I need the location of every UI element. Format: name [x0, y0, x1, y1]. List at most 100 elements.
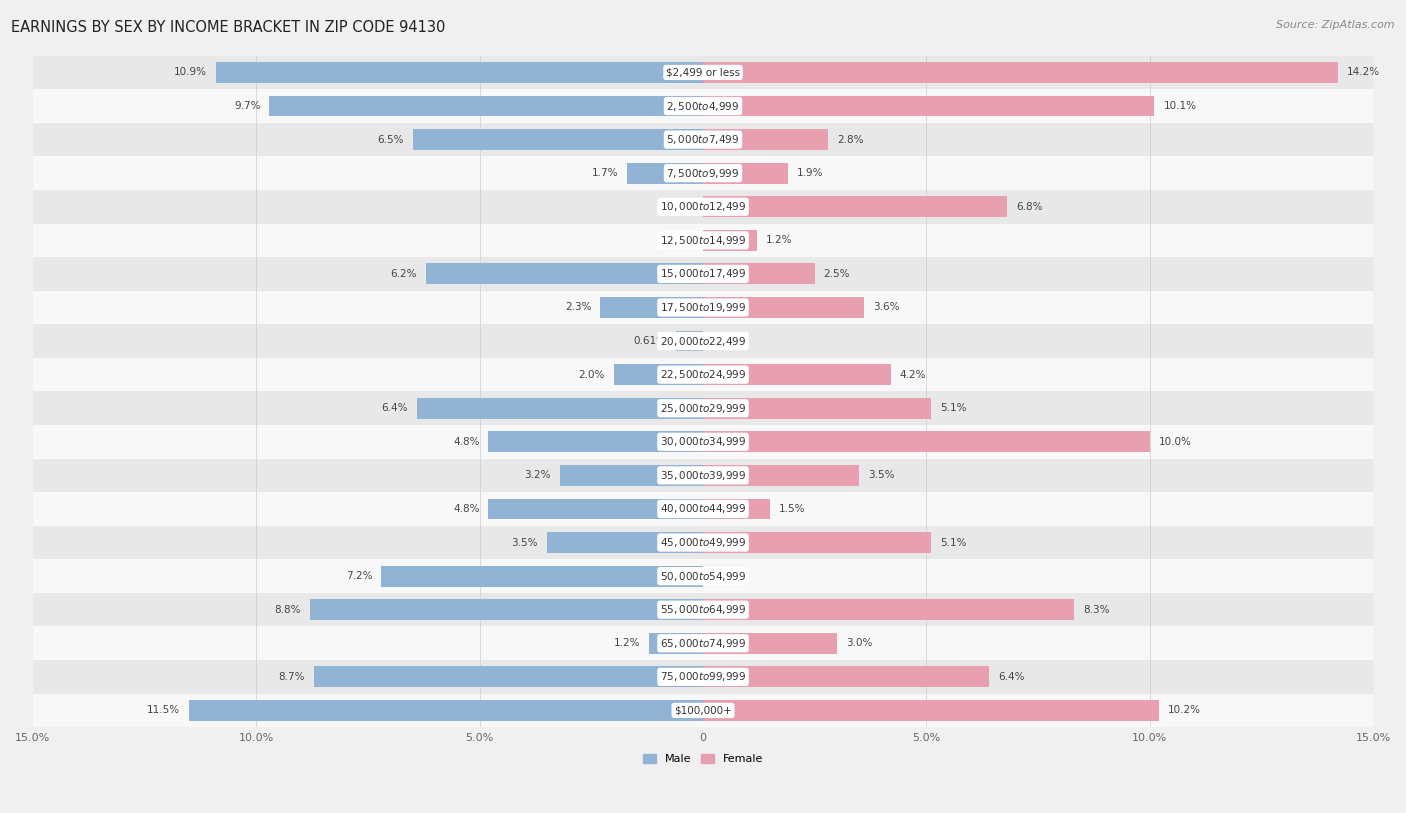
Bar — [32, 291, 1374, 324]
Bar — [32, 391, 1374, 425]
Bar — [32, 526, 1374, 559]
Bar — [703, 62, 1337, 83]
Text: $35,000 to $39,999: $35,000 to $39,999 — [659, 469, 747, 482]
Text: $7,500 to $9,999: $7,500 to $9,999 — [666, 167, 740, 180]
Bar — [703, 96, 1154, 116]
Text: $100,000+: $100,000+ — [673, 706, 733, 715]
Bar — [560, 465, 703, 486]
Bar — [309, 599, 703, 620]
Text: 3.5%: 3.5% — [869, 471, 894, 480]
Text: $20,000 to $22,499: $20,000 to $22,499 — [659, 335, 747, 348]
Text: $50,000 to $54,999: $50,000 to $54,999 — [659, 570, 747, 583]
Text: 1.7%: 1.7% — [592, 168, 619, 178]
Bar — [703, 599, 1074, 620]
Bar — [32, 224, 1374, 257]
Text: 6.4%: 6.4% — [381, 403, 408, 413]
Text: 3.2%: 3.2% — [524, 471, 551, 480]
Text: $2,499 or less: $2,499 or less — [666, 67, 740, 77]
Text: 10.1%: 10.1% — [1163, 101, 1197, 111]
Text: $2,500 to $4,999: $2,500 to $4,999 — [666, 99, 740, 112]
Text: 2.5%: 2.5% — [824, 269, 851, 279]
Bar — [32, 123, 1374, 156]
Bar — [418, 398, 703, 419]
Text: 5.1%: 5.1% — [939, 403, 966, 413]
Text: 1.9%: 1.9% — [797, 168, 824, 178]
Bar — [676, 331, 703, 351]
Bar — [32, 559, 1374, 593]
Text: 9.7%: 9.7% — [233, 101, 260, 111]
Text: $5,000 to $7,499: $5,000 to $7,499 — [666, 133, 740, 146]
Text: $12,500 to $14,999: $12,500 to $14,999 — [659, 234, 747, 247]
Bar — [217, 62, 703, 83]
Text: 5.1%: 5.1% — [939, 537, 966, 547]
Text: 10.0%: 10.0% — [1159, 437, 1192, 447]
Bar — [32, 190, 1374, 224]
Bar — [32, 459, 1374, 492]
Text: 6.8%: 6.8% — [1017, 202, 1042, 211]
Bar — [314, 667, 703, 687]
Text: 6.5%: 6.5% — [377, 135, 404, 145]
Bar — [488, 498, 703, 520]
Text: 3.6%: 3.6% — [873, 302, 900, 312]
Bar — [32, 425, 1374, 459]
Bar — [32, 660, 1374, 693]
Text: 1.2%: 1.2% — [766, 235, 792, 246]
Text: 3.5%: 3.5% — [512, 537, 537, 547]
Bar — [627, 163, 703, 184]
Text: 1.5%: 1.5% — [779, 504, 806, 514]
Bar — [32, 156, 1374, 190]
Text: Source: ZipAtlas.com: Source: ZipAtlas.com — [1277, 20, 1395, 30]
Text: 10.2%: 10.2% — [1168, 706, 1201, 715]
Text: $22,500 to $24,999: $22,500 to $24,999 — [659, 368, 747, 381]
Text: $15,000 to $17,499: $15,000 to $17,499 — [659, 267, 747, 280]
Bar — [270, 96, 703, 116]
Bar — [703, 398, 931, 419]
Text: EARNINGS BY SEX BY INCOME BRACKET IN ZIP CODE 94130: EARNINGS BY SEX BY INCOME BRACKET IN ZIP… — [11, 20, 446, 35]
Bar — [703, 197, 1007, 217]
Bar — [32, 593, 1374, 627]
Bar — [650, 633, 703, 654]
Bar — [703, 633, 837, 654]
Bar — [703, 498, 770, 520]
Bar — [412, 129, 703, 150]
Bar — [188, 700, 703, 721]
Bar — [703, 163, 787, 184]
Text: 6.2%: 6.2% — [391, 269, 418, 279]
Text: $55,000 to $64,999: $55,000 to $64,999 — [659, 603, 747, 616]
Legend: Male, Female: Male, Female — [638, 750, 768, 768]
Bar — [613, 364, 703, 385]
Text: 2.3%: 2.3% — [565, 302, 592, 312]
Text: 4.2%: 4.2% — [900, 370, 927, 380]
Text: $17,500 to $19,999: $17,500 to $19,999 — [659, 301, 747, 314]
Bar — [703, 364, 891, 385]
Bar — [32, 358, 1374, 391]
Text: $10,000 to $12,499: $10,000 to $12,499 — [659, 200, 747, 213]
Text: 0.61%: 0.61% — [634, 336, 666, 346]
Bar — [703, 297, 863, 318]
Bar — [32, 627, 1374, 660]
Bar — [703, 465, 859, 486]
Text: 1.2%: 1.2% — [614, 638, 640, 648]
Text: 8.8%: 8.8% — [274, 605, 301, 615]
Text: 7.2%: 7.2% — [346, 571, 373, 581]
Bar — [703, 533, 931, 553]
Bar — [381, 566, 703, 586]
Bar — [547, 533, 703, 553]
Text: 3.0%: 3.0% — [846, 638, 872, 648]
Text: $75,000 to $99,999: $75,000 to $99,999 — [659, 671, 747, 684]
Text: $45,000 to $49,999: $45,000 to $49,999 — [659, 536, 747, 549]
Text: 10.9%: 10.9% — [174, 67, 207, 77]
Bar — [703, 432, 1150, 452]
Text: 6.4%: 6.4% — [998, 672, 1025, 682]
Bar — [426, 263, 703, 285]
Text: $40,000 to $44,999: $40,000 to $44,999 — [659, 502, 747, 515]
Text: 11.5%: 11.5% — [148, 706, 180, 715]
Text: $25,000 to $29,999: $25,000 to $29,999 — [659, 402, 747, 415]
Bar — [600, 297, 703, 318]
Text: 14.2%: 14.2% — [1347, 67, 1379, 77]
Bar — [703, 700, 1159, 721]
Text: 8.3%: 8.3% — [1083, 605, 1109, 615]
Text: $65,000 to $74,999: $65,000 to $74,999 — [659, 637, 747, 650]
Text: 4.8%: 4.8% — [453, 437, 479, 447]
Bar — [703, 230, 756, 250]
